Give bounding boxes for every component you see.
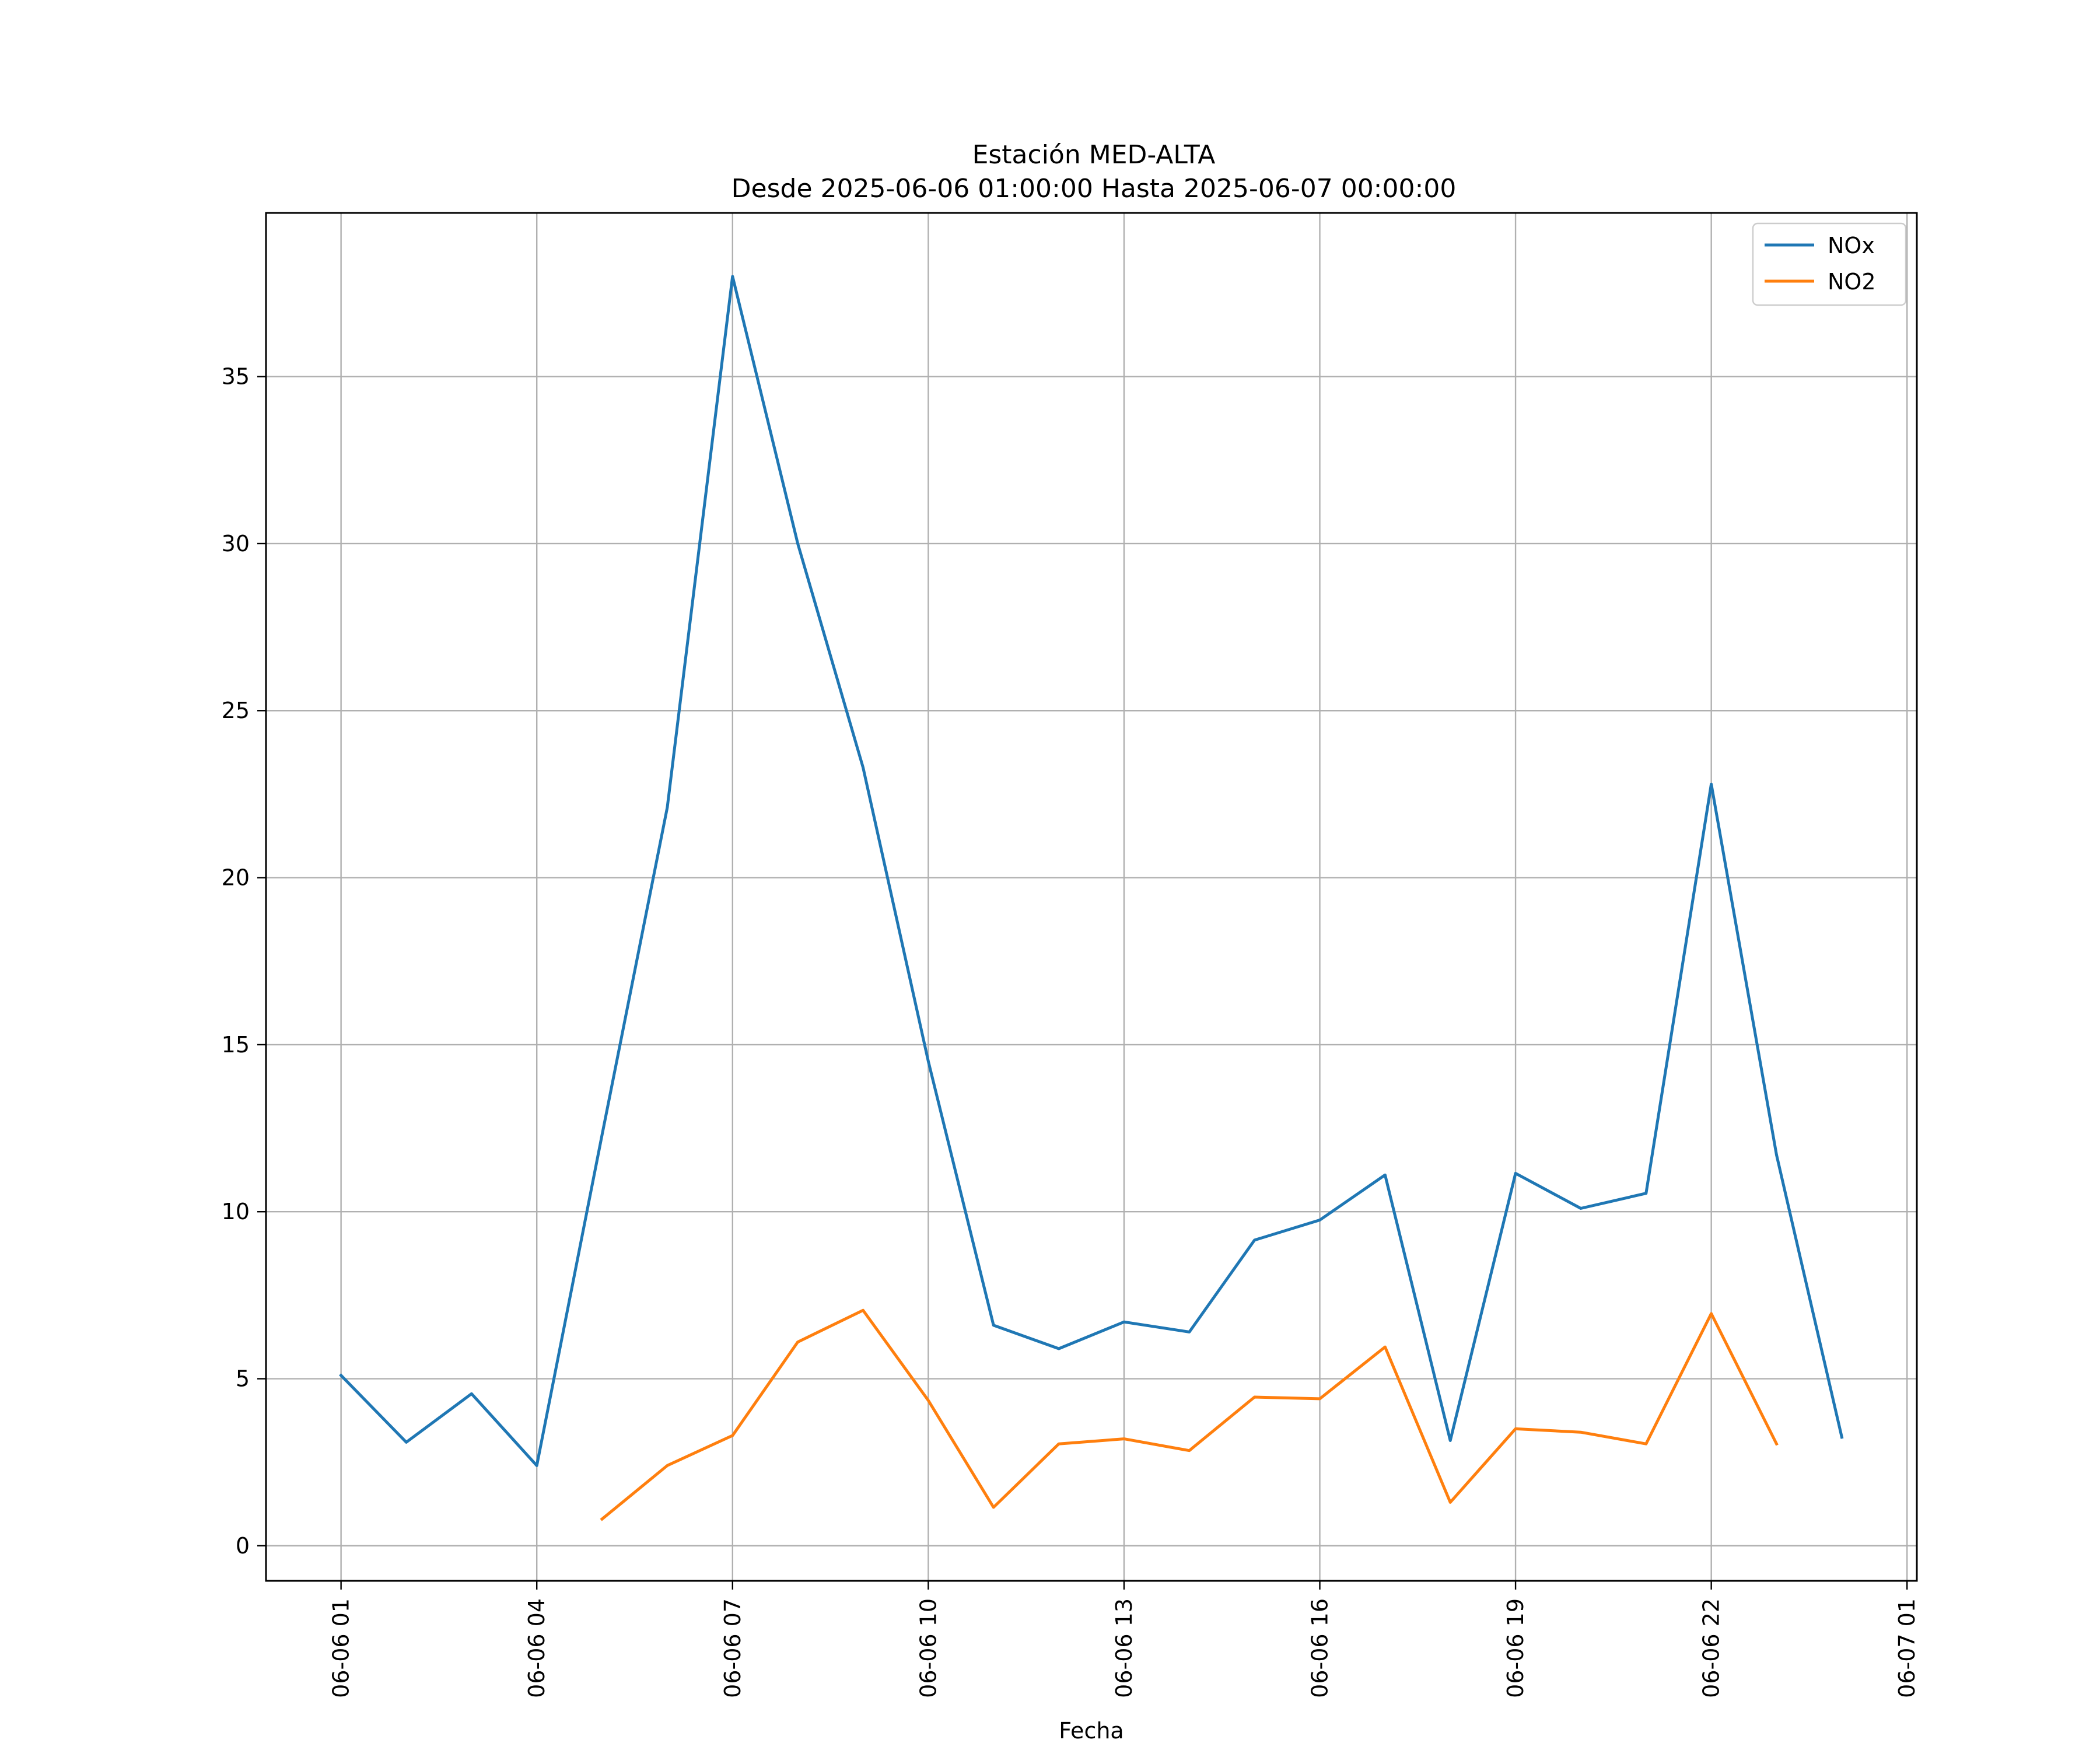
grid-lines bbox=[266, 213, 1917, 1581]
series-line-no2 bbox=[600, 1308, 1779, 1521]
x-tick-label: 06-06 04 bbox=[524, 1598, 550, 1698]
x-tick-label: 06-07 01 bbox=[1894, 1598, 1920, 1698]
x-tick-label: 06-06 16 bbox=[1307, 1598, 1333, 1698]
legend-label: NO2 bbox=[1828, 269, 1876, 295]
y-tick-label: 15 bbox=[222, 1032, 250, 1058]
x-axis: 06-06 01 06-06 04 06-06 07 06-06 10 06-06 13… bbox=[328, 1581, 1920, 1698]
chart-title: Estación MED-ALTA bbox=[972, 140, 1216, 170]
y-tick-label: 5 bbox=[236, 1366, 250, 1392]
y-tick-label: 10 bbox=[222, 1199, 250, 1224]
series-lines bbox=[339, 275, 1844, 1521]
legend-label: NOx bbox=[1828, 233, 1875, 258]
y-tick-label: 25 bbox=[222, 698, 250, 723]
x-tick-label: 06-06 19 bbox=[1503, 1598, 1528, 1698]
y-tick-label: 30 bbox=[222, 531, 250, 556]
series-line-nox bbox=[339, 275, 1844, 1467]
y-tick-label: 0 bbox=[236, 1533, 250, 1559]
x-axis-label: Fecha bbox=[1059, 1718, 1124, 1744]
x-tick-label: 06-06 01 bbox=[328, 1598, 354, 1698]
y-axis: 0 5 10 15 20 25 30 35 bbox=[222, 364, 266, 1559]
x-tick-label: 06-06 10 bbox=[915, 1598, 941, 1698]
x-tick-label: 06-06 13 bbox=[1111, 1598, 1137, 1698]
plot-frame bbox=[265, 212, 1918, 1582]
y-tick-label: 35 bbox=[222, 364, 250, 390]
x-tick-label: 06-06 07 bbox=[720, 1598, 746, 1698]
chart-subtitle: Desde 2025-06-06 01:00:00 Hasta 2025-06-… bbox=[732, 174, 1457, 204]
legend: NOx NO2 bbox=[1752, 222, 1907, 306]
y-tick-label: 20 bbox=[222, 865, 250, 891]
x-tick-label: 06-06 22 bbox=[1699, 1598, 1724, 1698]
